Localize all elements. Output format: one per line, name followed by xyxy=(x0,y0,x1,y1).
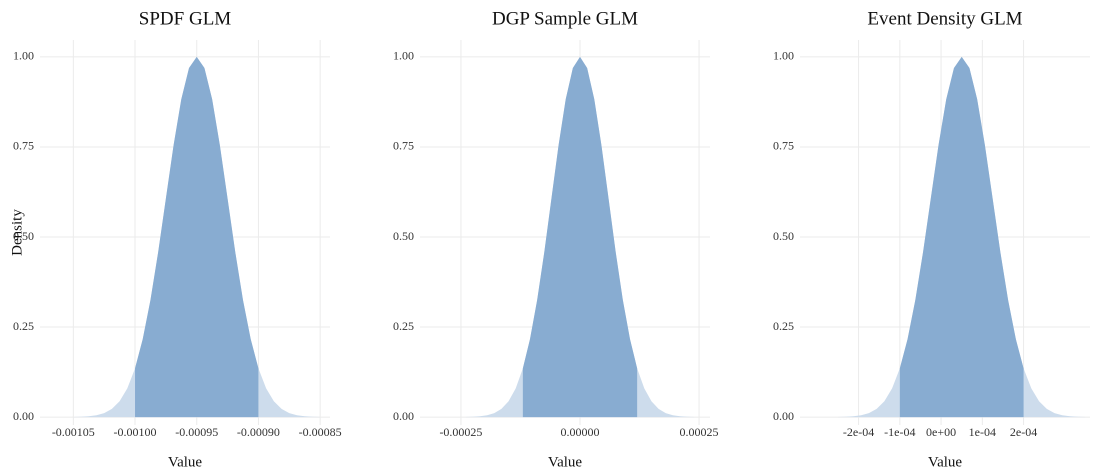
x-tick-label: -0.00025 xyxy=(439,425,482,439)
y-tick-label: 0.50 xyxy=(393,229,414,243)
panel-title: DGP Sample GLM xyxy=(492,8,638,29)
y-tick-label: 0.50 xyxy=(773,229,794,243)
panel: 0.00 0.25 0.50 0.75 1.00 -0.00105 -0.00100 -0.0… xyxy=(9,8,341,470)
x-tick-label: -0.00105 xyxy=(52,425,95,439)
x-tick-label: 1e-04 xyxy=(969,425,996,439)
interval-area xyxy=(135,56,259,418)
y-tick-label: 0.25 xyxy=(393,319,414,333)
interval-area xyxy=(522,56,638,418)
y-tick-label: 0.25 xyxy=(773,319,794,333)
y-tick-label: 0.00 xyxy=(393,409,414,423)
x-tick-label: -1e-04 xyxy=(884,425,915,439)
panel-title: SPDF GLM xyxy=(139,8,231,29)
interval-area xyxy=(899,56,1024,418)
x-tick-label: 2e-04 xyxy=(1010,425,1037,439)
y-tick-label: 0.75 xyxy=(393,139,414,153)
x-axis-title: Value xyxy=(168,454,202,470)
y-tick-label: 1.00 xyxy=(393,49,414,63)
y-tick-label: 0.50 xyxy=(13,229,34,243)
y-axis-title: Density xyxy=(9,209,25,256)
y-tick-label: 0.75 xyxy=(13,139,34,153)
x-tick-label: 0.00025 xyxy=(680,425,719,439)
y-tick-label: 1.00 xyxy=(773,49,794,63)
panel-title: Event Density GLM xyxy=(867,8,1022,29)
panel: 0.00 0.25 0.50 0.75 1.00 -2e-04 -1e-04 0e+00 1e-… xyxy=(773,8,1090,470)
panel: 0.00 0.25 0.50 0.75 1.00 -0.00025 0.00000 0.000… xyxy=(393,8,719,470)
y-tick-label: 0.75 xyxy=(773,139,794,153)
y-tick-label: 0.00 xyxy=(773,409,794,423)
x-tick-label: -0.00085 xyxy=(299,425,342,439)
x-tick-label: -0.00090 xyxy=(237,425,280,439)
x-tick-label: -0.00095 xyxy=(175,425,218,439)
y-tick-label: 0.00 xyxy=(13,409,34,423)
x-axis-title: Value xyxy=(928,454,962,470)
x-axis-title: Value xyxy=(548,454,582,470)
y-tick-label: 0.25 xyxy=(13,319,34,333)
x-tick-label: -2e-04 xyxy=(843,425,874,439)
x-tick-label: 0.00000 xyxy=(561,425,600,439)
y-tick-label: 1.00 xyxy=(13,49,34,63)
x-tick-label: -0.00100 xyxy=(114,425,157,439)
x-tick-label: 0e+00 xyxy=(926,425,956,439)
